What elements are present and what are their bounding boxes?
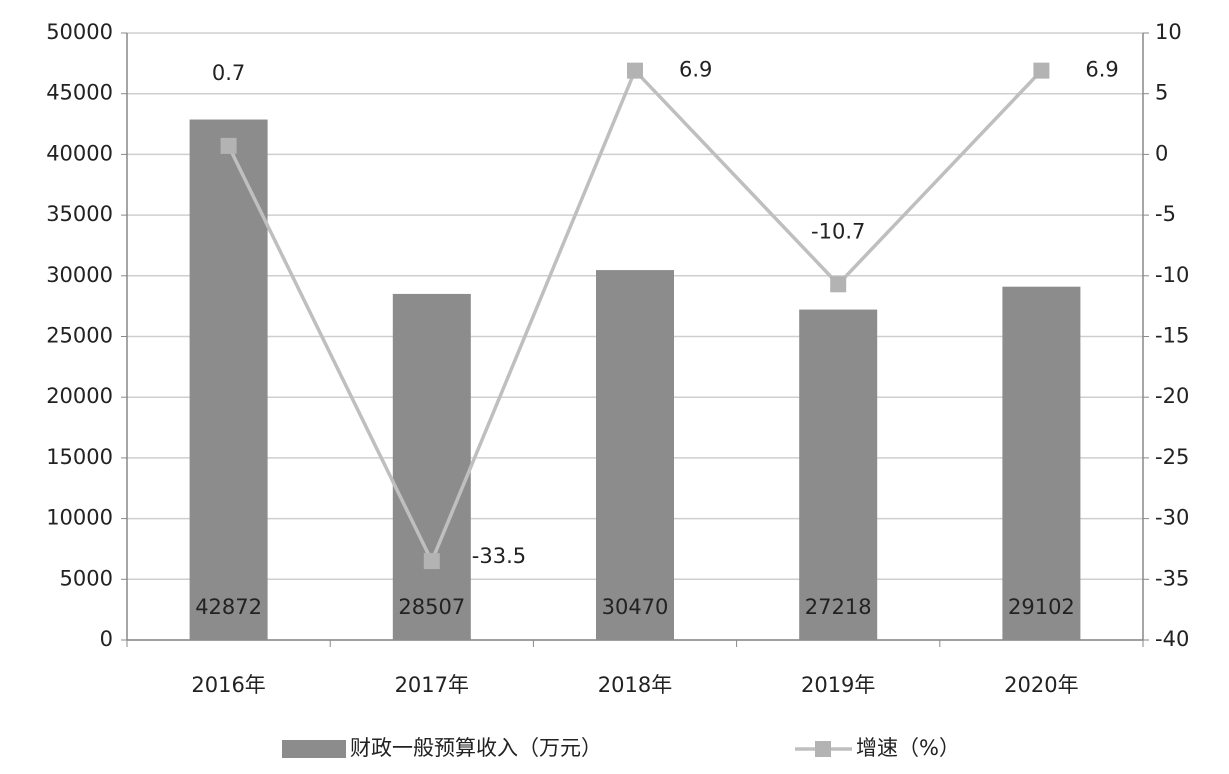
y2-tick-label: -20 <box>1155 384 1189 408</box>
y2-tick-label: 5 <box>1155 81 1168 105</box>
line-marker <box>627 62 643 79</box>
y-tick-label: 25000 <box>46 324 113 348</box>
x-tick-label: 2019年 <box>801 673 875 697</box>
y-tick-label: 10000 <box>46 506 113 530</box>
bar <box>189 119 268 640</box>
bar <box>799 309 878 640</box>
bar-value-label: 27218 <box>805 595 872 619</box>
x-tick-label: 2018年 <box>598 673 672 697</box>
line-value-label: 6.9 <box>679 58 712 82</box>
x-tick-label: 2017年 <box>395 673 469 697</box>
x-tick-label: 2016年 <box>191 673 265 697</box>
y2-tick-label: -35 <box>1155 566 1189 590</box>
y-tick-label: 30000 <box>46 263 113 287</box>
y-tick-label: 45000 <box>46 81 113 105</box>
y2-tick-label: 0 <box>1155 141 1168 165</box>
y2-tick-label: -10 <box>1155 263 1189 287</box>
y-tick-label: 5000 <box>60 566 113 590</box>
y-tick-label: 15000 <box>46 445 113 469</box>
y-tick-label: 35000 <box>46 202 113 226</box>
legend-swatch <box>282 740 346 758</box>
line-marker <box>423 553 440 570</box>
y2-tick-label: -25 <box>1155 445 1189 469</box>
line-marker <box>220 137 237 154</box>
bar-value-label: 30470 <box>602 595 669 619</box>
bar-value-label: 28507 <box>398 595 465 619</box>
y-tick-label: 50000 <box>46 20 113 44</box>
line-marker <box>830 276 847 293</box>
y2-tick-label: -5 <box>1155 202 1176 226</box>
y-tick-label: 20000 <box>46 384 113 408</box>
line-value-label: 0.7 <box>212 61 245 85</box>
y2-tick-label: -30 <box>1155 506 1189 530</box>
legend-label: 财政一般预算收入（万元） <box>350 736 602 760</box>
legend-label: 增速（%） <box>856 736 960 760</box>
y2-tick-label: -40 <box>1155 627 1189 651</box>
y-tick-label: 40000 <box>46 141 113 165</box>
bar <box>392 293 471 640</box>
bar-value-label: 29102 <box>1008 595 1075 619</box>
line-marker <box>1033 62 1050 79</box>
line-value-label: 6.9 <box>1085 58 1118 82</box>
y2-tick-label: 10 <box>1155 20 1182 44</box>
line-value-label: -10.7 <box>811 219 865 243</box>
legend-swatch <box>815 741 831 757</box>
bar <box>1002 286 1081 640</box>
x-tick-label: 2020年 <box>1004 673 1078 697</box>
line-value-label: -33.5 <box>472 544 526 568</box>
y2-tick-label: -15 <box>1155 324 1189 348</box>
bar-value-label: 42872 <box>195 595 262 619</box>
bar <box>596 270 674 640</box>
y-tick-label: 0 <box>100 627 113 651</box>
